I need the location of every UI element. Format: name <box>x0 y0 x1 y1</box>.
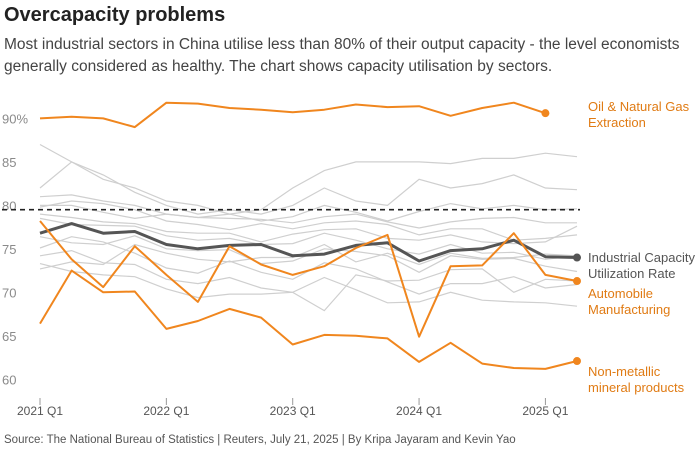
oil-natural-gas-extraction-line <box>39 101 546 129</box>
sector-line <box>39 263 578 312</box>
x-tick-label: 2021 Q1 <box>17 404 63 418</box>
x-tick-label: 2023 Q1 <box>270 404 316 418</box>
oil-natural-gas-extraction-end-point <box>541 109 550 118</box>
x-tick-label: 2022 Q1 <box>143 404 189 418</box>
sector-line <box>39 200 578 241</box>
sector-line <box>39 194 578 222</box>
non-metallic-mineral-products-end-point <box>573 277 581 286</box>
y-tick-label: 70 <box>2 285 16 300</box>
chart-title: Overcapacity problems <box>4 4 226 26</box>
industrial-capacity-utilization-rate-end-point <box>573 253 581 262</box>
y-tick-label: 60 <box>2 372 16 387</box>
industrial-capacity-utilization-rate-label: Industrial Capacity Utilization Rate <box>588 250 695 281</box>
sector-line <box>39 161 578 215</box>
sector-line <box>39 213 578 245</box>
non-metallic-mineral-products-label: Non-metallic mineral products <box>588 364 685 395</box>
automobile-manufacturing-label: Automobile Manufacturing <box>588 286 670 317</box>
automobile-manufacturing-end-point <box>573 357 581 366</box>
non-metallic-mineral-products-line <box>39 220 578 338</box>
oil-natural-gas-extraction-label: Oil & Natural Gas Extraction <box>588 99 690 130</box>
sector-line <box>39 143 578 215</box>
x-tick-label: 2025 Q1 <box>522 404 568 418</box>
y-tick-label: 85 <box>2 155 16 170</box>
sector-line <box>39 217 578 260</box>
automobile-manufacturing-line <box>39 269 578 370</box>
sector-line <box>39 249 578 307</box>
source-note: Source: The National Bureau of Statistic… <box>4 434 516 446</box>
y-tick-label: 75 <box>2 242 16 257</box>
chart-subtitle: Most industrial sectors in China utilise… <box>4 36 680 75</box>
industrial-capacity-utilization-rate-line <box>39 222 578 263</box>
x-tick-label: 2024 Q1 <box>396 404 442 418</box>
y-tick-label: 65 <box>2 329 16 344</box>
sector-line <box>40 204 577 229</box>
y-tick-label: 90% <box>2 111 28 126</box>
y-tick-label: 80 <box>2 198 16 213</box>
sector-line <box>39 243 578 270</box>
